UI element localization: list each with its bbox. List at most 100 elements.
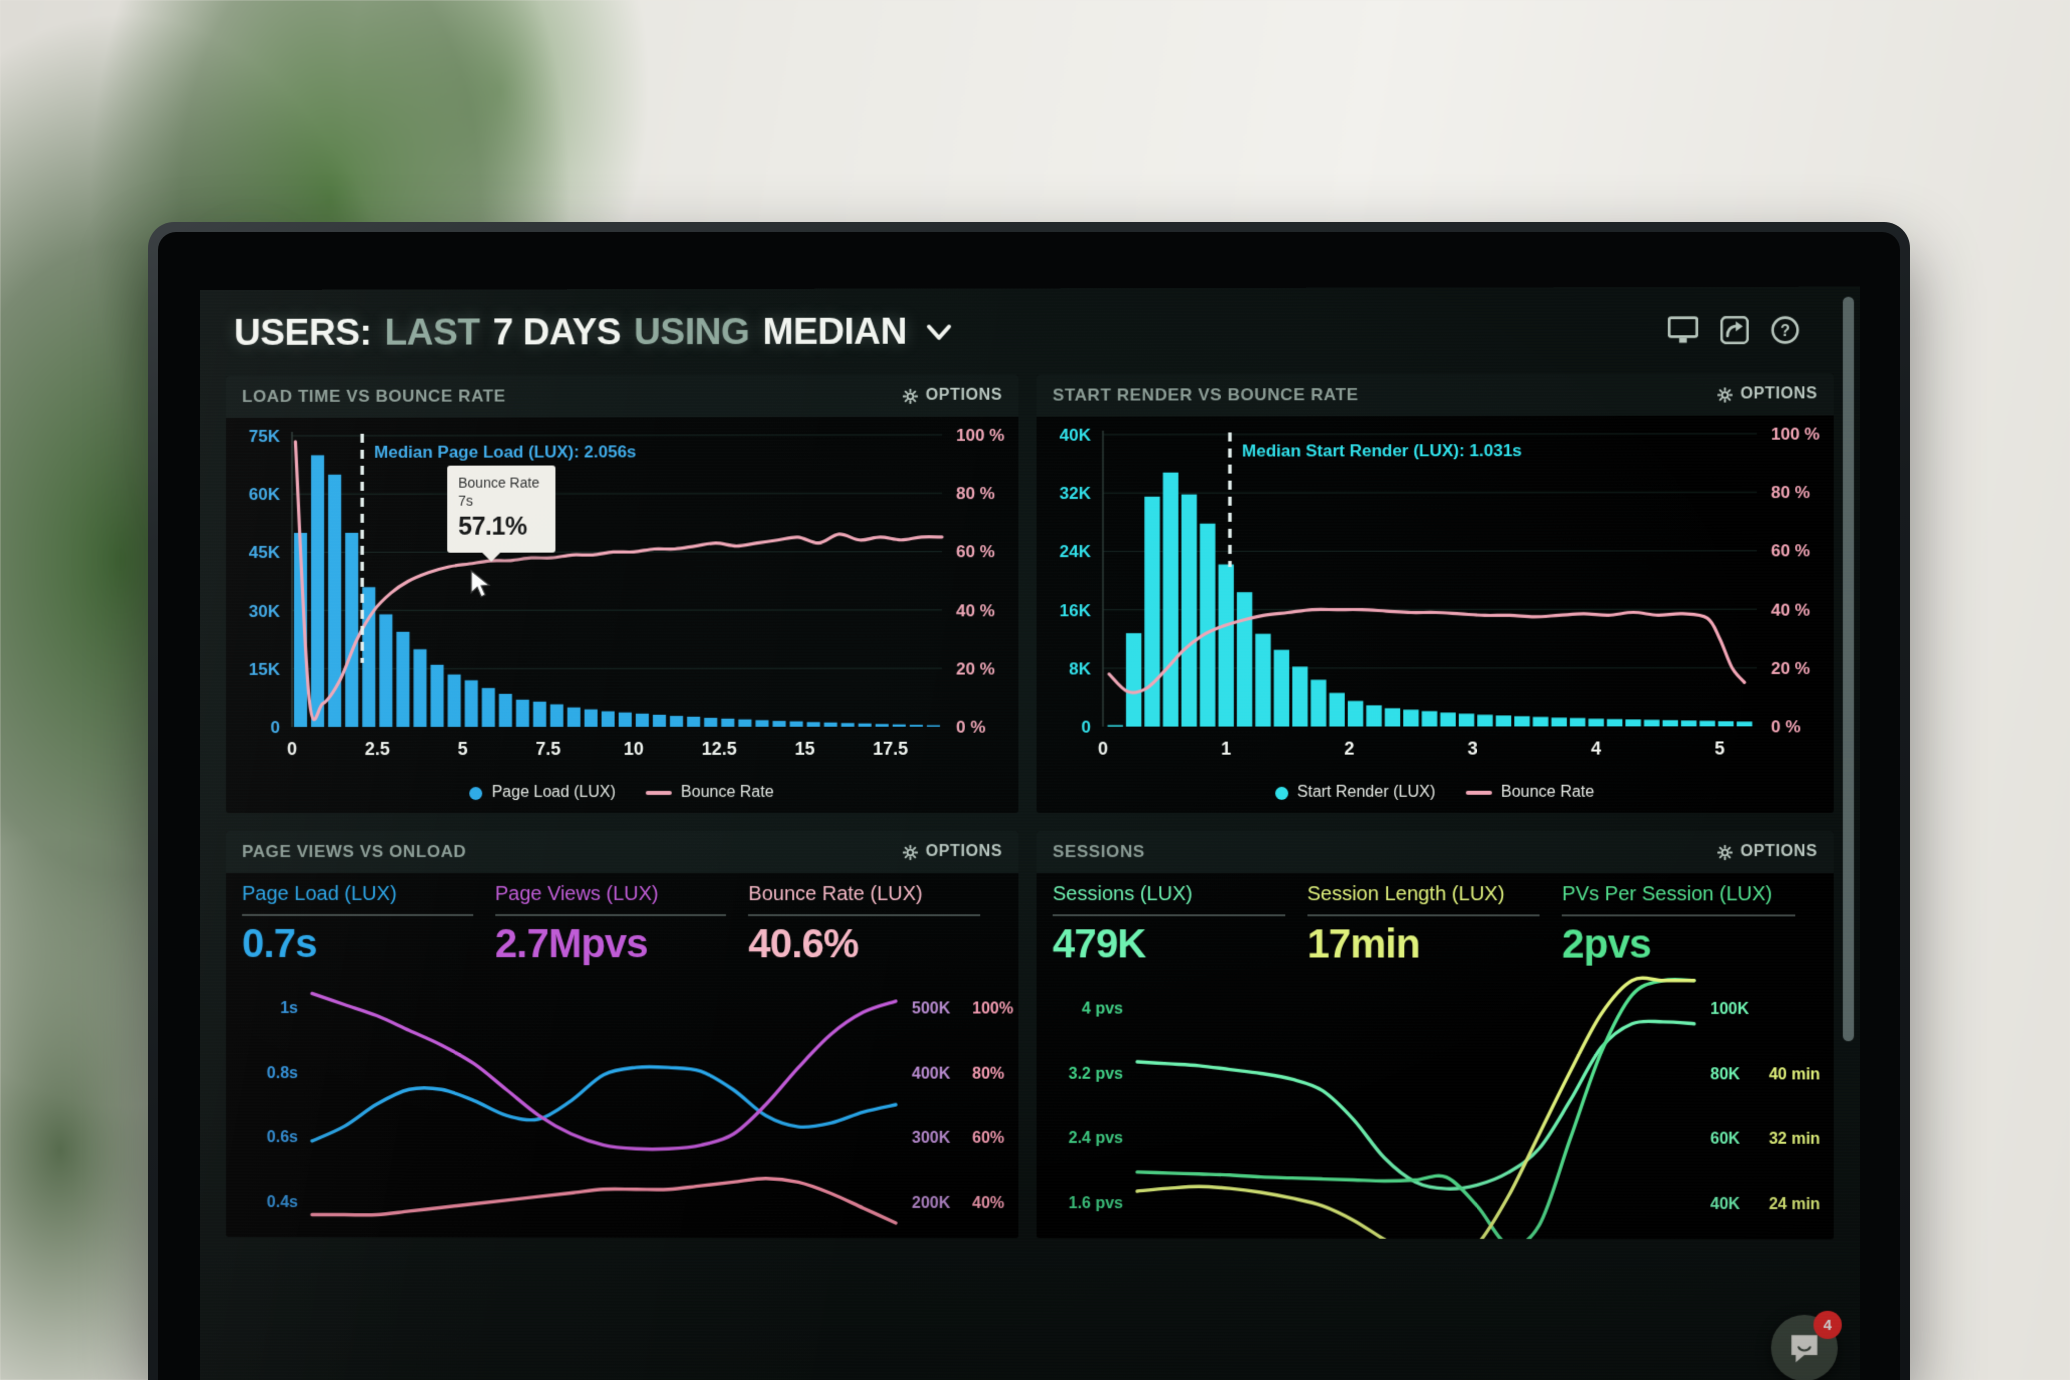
dashboard: USERS: LAST 7 DAYS USING MEDIAN: [200, 286, 1861, 1380]
legend-item[interactable]: Start Render (LUX): [1274, 784, 1435, 802]
metric-rule: [1052, 914, 1285, 917]
monitor-icon[interactable]: [1668, 316, 1698, 344]
metric-value: 2pvs: [1562, 922, 1651, 967]
svg-text:400K: 400K: [912, 1065, 951, 1082]
svg-text:15K: 15K: [249, 660, 281, 679]
header-actions: ?: [1668, 316, 1822, 344]
svg-text:20 %: 20 %: [956, 659, 995, 678]
svg-text:200K: 200K: [912, 1195, 951, 1212]
chart-load-time[interactable]: 0 15K 30K 45K 60K 75K 0 % 20 % 40 % 60 % 80 % 100 %…: [226, 417, 1018, 773]
metric-label: Session Length (LUX): [1307, 883, 1505, 906]
svg-text:80%: 80%: [972, 1065, 1004, 1082]
svg-text:80K: 80K: [1710, 1066, 1740, 1083]
legend-item[interactable]: Bounce Rate: [1465, 784, 1594, 802]
share-icon[interactable]: [1720, 316, 1748, 344]
metric-sessions: Sessions (LUX) 479K: [1052, 883, 1307, 967]
svg-text:5: 5: [458, 739, 468, 759]
intercom-launcher-button[interactable]: 4: [1770, 1310, 1842, 1380]
svg-text:20 %: 20 %: [1771, 659, 1810, 678]
legend-label: Page Load (LUX): [491, 783, 616, 801]
metric-session-length: Session Length (LUX) 17min: [1307, 883, 1562, 967]
options-button[interactable]: OPTIONS: [903, 386, 1003, 405]
title-part-last: LAST: [384, 311, 480, 353]
svg-text:3: 3: [1468, 739, 1478, 759]
gear-icon: [903, 388, 918, 403]
tooltip-value: 57.1%: [458, 512, 527, 541]
laptop-device: USERS: LAST 7 DAYS USING MEDIAN: [148, 222, 1910, 1380]
title-part-users: USERS:: [234, 311, 372, 353]
options-button[interactable]: OPTIONS: [1717, 385, 1818, 403]
tooltip-sub: 7s: [458, 492, 474, 509]
metric-value: 2.7Mpvs: [494, 922, 648, 967]
chart-start-render[interactable]: 0 8K 16K 24K 32K 40K 0 % 20 % 40 % 60 % 80 % 100 % M…: [1037, 415, 1834, 772]
panel-header: PAGE VIEWS VS ONLOAD: [226, 830, 1019, 874]
panel-page-views-vs-onload: PAGE VIEWS VS ONLOAD: [226, 830, 1019, 1239]
svg-text:8K: 8K: [1069, 659, 1092, 678]
panel-title: PAGE VIEWS VS ONLOAD: [242, 842, 467, 862]
legend-item[interactable]: Bounce Rate: [645, 784, 774, 802]
metric-value: 479K: [1052, 922, 1146, 967]
metrics-page-views: Page Load (LUX) 0.7s Page Views (LUX) 2.…: [226, 873, 1018, 967]
metric-pvs-per-session: PVs Per Session (LUX) 2pvs: [1562, 883, 1817, 968]
legend-marker-line-icon: [1465, 790, 1492, 795]
help-icon[interactable]: ?: [1771, 316, 1799, 344]
title-part-using: USING: [633, 310, 750, 353]
svg-text:60 %: 60 %: [956, 543, 995, 562]
svg-text:0: 0: [1081, 718, 1091, 737]
chart-sessions[interactable]: 1.6 pvs 2.4 pvs 3.2 pvs 4 pvs 40K 60K 80K 100K 2…: [1037, 967, 1834, 1239]
svg-text:100%: 100%: [972, 1001, 1013, 1018]
legend-item[interactable]: Page Load (LUX): [469, 783, 616, 802]
metric-label: Bounce Rate (LUX): [748, 883, 923, 906]
mouse-cursor-icon: [470, 569, 491, 597]
panel-start-render-vs-bounce-rate: START RENDER VS BOUNCE RATE: [1036, 373, 1834, 813]
metric-rule: [1307, 914, 1540, 917]
legend-marker-dot-icon: [469, 786, 483, 800]
svg-text:40K: 40K: [1710, 1196, 1740, 1213]
svg-text:60%: 60%: [972, 1130, 1004, 1147]
chat-icon: [1791, 1335, 1818, 1363]
svg-text:0: 0: [287, 739, 297, 759]
metric-page-load: Page Load (LUX) 0.7s: [242, 883, 495, 967]
page-title[interactable]: USERS: LAST 7 DAYS USING MEDIAN: [234, 311, 954, 354]
svg-text:60K: 60K: [249, 485, 281, 504]
svg-text:12.5: 12.5: [702, 739, 737, 759]
svg-text:60K: 60K: [1710, 1131, 1740, 1148]
chevron-down-icon[interactable]: [924, 317, 954, 347]
panel-title: LOAD TIME VS BOUNCE RATE: [242, 386, 506, 406]
svg-text:100 %: 100 %: [1771, 425, 1820, 444]
options-label: OPTIONS: [925, 386, 1003, 404]
svg-text:0 %: 0 %: [956, 718, 985, 737]
legend-start-render: Start Render (LUX) Bounce Rate: [1037, 773, 1834, 813]
svg-text:Median Start Render (LUX): 1.0: Median Start Render (LUX): 1.031s: [1242, 441, 1522, 460]
page-scrollbar[interactable]: [1842, 296, 1854, 1042]
title-part-metric: MEDIAN: [762, 310, 907, 352]
svg-text:40K: 40K: [1060, 426, 1092, 445]
options-button[interactable]: OPTIONS: [1717, 843, 1818, 861]
laptop-screen: USERS: LAST 7 DAYS USING MEDIAN: [200, 286, 1861, 1380]
svg-text:Median Page Load (LUX): 2.056s: Median Page Load (LUX): 2.056s: [374, 442, 636, 461]
svg-text:300K: 300K: [912, 1130, 951, 1147]
svg-text:15: 15: [795, 739, 815, 759]
tooltip-title: Bounce Rate: [458, 474, 540, 491]
svg-text:1s: 1s: [280, 1000, 298, 1017]
svg-text:45K: 45K: [249, 543, 281, 562]
panel-title: START RENDER VS BOUNCE RATE: [1052, 385, 1359, 405]
svg-text:4 pvs: 4 pvs: [1082, 1001, 1123, 1018]
tooltip-bounce-rate: Bounce Rate 7s 57.1%: [447, 465, 556, 553]
options-button[interactable]: OPTIONS: [903, 843, 1002, 861]
svg-text:2.5: 2.5: [365, 739, 390, 759]
intercom-badge: 4: [1813, 1310, 1842, 1340]
svg-text:?: ?: [1780, 323, 1790, 340]
metric-value: 0.7s: [242, 922, 317, 967]
svg-text:40 %: 40 %: [1771, 600, 1810, 619]
options-label: OPTIONS: [1740, 385, 1818, 403]
metric-rule: [242, 914, 473, 917]
charts-row-bottom: PAGE VIEWS VS ONLOAD: [226, 830, 1834, 1240]
chart-page-views-onload[interactable]: 0.4s 0.6s 0.8s 1s 200K 300K 400K 500K 40% 60% 80% 1…: [226, 967, 1018, 1238]
svg-text:40%: 40%: [972, 1195, 1004, 1212]
svg-text:0.6s: 0.6s: [267, 1129, 298, 1146]
laptop-bezel: USERS: LAST 7 DAYS USING MEDIAN: [158, 232, 1900, 1380]
metric-value: 17min: [1307, 922, 1420, 967]
metric-label: Sessions (LUX): [1052, 883, 1193, 906]
metric-label: Page Load (LUX): [242, 883, 397, 906]
